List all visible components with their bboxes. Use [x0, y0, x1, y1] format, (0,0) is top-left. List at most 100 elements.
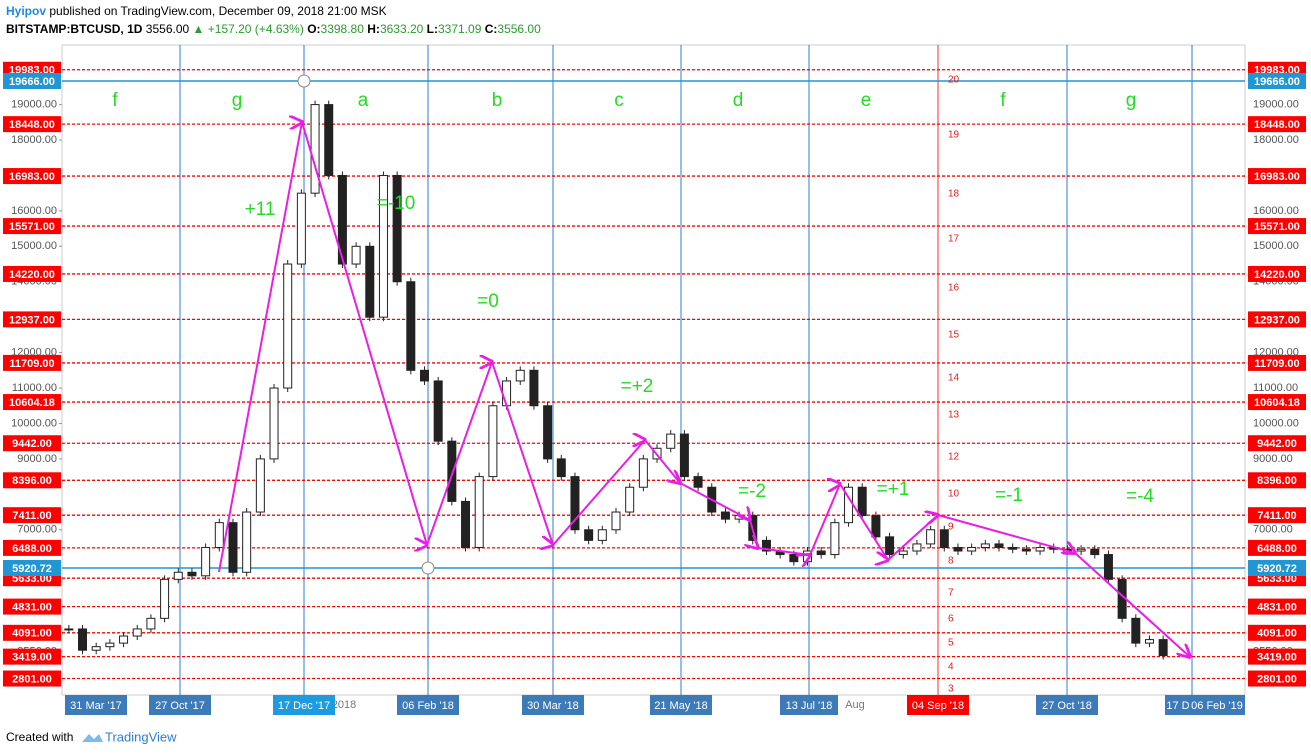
level-label-left-box — [3, 598, 61, 615]
candle — [926, 529, 936, 545]
level-label-right-box — [1248, 72, 1306, 89]
level-label-left: 19666.00 — [9, 76, 55, 88]
l-label: L: — [426, 22, 438, 36]
level-label-right: 19666.00 — [1254, 76, 1300, 88]
level-label-right: 11709.00 — [1254, 358, 1299, 370]
level-label-right-box — [1248, 598, 1306, 615]
level-label-right: 5920.72 — [1257, 563, 1297, 575]
x-label-box — [907, 695, 969, 715]
candle — [242, 511, 252, 573]
candle — [693, 476, 703, 488]
x-label-box — [1165, 695, 1191, 715]
x-tick-label: 06 Feb '19 — [1191, 700, 1243, 712]
level-label-right-box — [1248, 354, 1306, 371]
level-label-left: 4091.00 — [12, 628, 52, 640]
candle — [1158, 639, 1168, 657]
level-label-left: 8396.00 — [12, 475, 52, 487]
h-label: H: — [367, 22, 380, 36]
level-label-right-box — [1248, 311, 1306, 328]
level-label-right: 6488.00 — [1257, 543, 1297, 555]
x-label-box — [1189, 695, 1245, 715]
x-label-box — [650, 695, 712, 715]
author: Hyipov — [6, 4, 47, 18]
level-label-right-box — [1248, 559, 1306, 576]
count-label: 20 — [948, 75, 960, 86]
y-tick-label-right: 16000.00 — [1253, 205, 1299, 217]
x-label-box — [65, 695, 127, 715]
candle — [543, 405, 553, 460]
level-label-right: 4091.00 — [1257, 628, 1297, 640]
candle — [1131, 617, 1141, 644]
candle — [1090, 548, 1100, 556]
level-label-left: 2801.00 — [12, 673, 52, 685]
candle — [1103, 554, 1113, 580]
candle — [132, 628, 142, 637]
candle — [515, 369, 525, 382]
ratio-label: =+2 — [621, 376, 654, 397]
level-label-right: 18448.00 — [1254, 119, 1300, 131]
x-label-box — [397, 695, 459, 715]
candle — [898, 550, 908, 556]
level-label-left: 18448.00 — [9, 119, 55, 131]
y-tick-label-right: 15000.00 — [1253, 240, 1299, 252]
x-tick-label: 13 Jul '18 — [786, 700, 833, 712]
c-label: C: — [484, 22, 498, 36]
level-label-right-box — [1248, 539, 1306, 556]
y-tick-label: 9000.00 — [17, 453, 57, 465]
level-label-right-box — [1248, 648, 1306, 665]
x-label-box — [1036, 695, 1098, 715]
candle — [857, 486, 867, 517]
wave-label: e — [861, 90, 872, 111]
level-label-right-box — [1248, 394, 1306, 411]
y-tick-label-right: 11000.00 — [1253, 382, 1298, 394]
count-label: 3 — [948, 684, 954, 695]
count-label: 7 — [948, 588, 954, 599]
level-label-left: 11709.00 — [9, 358, 54, 370]
candle — [324, 104, 334, 176]
wave-label: f — [112, 90, 118, 111]
level-label-left-box — [3, 72, 61, 89]
candle — [105, 642, 115, 648]
candle — [679, 433, 689, 478]
candle — [461, 500, 471, 548]
candle — [78, 628, 88, 651]
count-label: 13 — [948, 410, 960, 421]
candle — [91, 646, 101, 651]
candle — [1035, 546, 1045, 552]
y-tick-label-right: 9000.00 — [1253, 453, 1293, 465]
count-label: 14 — [948, 373, 960, 384]
level-label-left-box — [3, 472, 61, 489]
level-label-left: 3419.00 — [12, 652, 52, 664]
level-label-right-box — [1248, 116, 1306, 133]
y-tick-label: 19000.00 — [11, 98, 57, 110]
candle — [146, 617, 156, 630]
candle — [119, 635, 129, 644]
level-label-left: 14220.00 — [9, 269, 55, 281]
symbol: BITSTAMP:BTCUSD, 1D — [6, 22, 143, 36]
count-label: 17 — [948, 234, 960, 245]
low: 3371.09 — [438, 22, 482, 36]
x-tick-label: 17 Dec '17 — [278, 700, 330, 712]
candle — [912, 543, 922, 552]
wave-label: g — [232, 90, 243, 111]
level-label-right-box — [1248, 435, 1306, 452]
count-label: 5 — [948, 638, 954, 649]
level-label-right: 2801.00 — [1257, 673, 1297, 685]
candle — [1021, 548, 1031, 552]
plot-frame — [61, 44, 1246, 696]
candle — [666, 433, 676, 449]
candle — [351, 245, 361, 265]
anchor-bottom — [421, 561, 435, 575]
x-label-box — [522, 695, 584, 715]
level-label-right: 15571.00 — [1254, 221, 1300, 233]
y-tick-label-right: 19000.00 — [1253, 98, 1299, 110]
candle — [214, 522, 224, 548]
y-tick-label: 7000.00 — [17, 524, 57, 536]
x-label-box — [273, 695, 335, 715]
level-label-right-box — [1248, 624, 1306, 641]
level-label-right: 16983.00 — [1254, 171, 1300, 183]
level-label-right: 3419.00 — [1257, 652, 1297, 664]
level-label-left-box — [3, 507, 61, 524]
change: +157.20 (+4.63%) — [207, 22, 304, 36]
